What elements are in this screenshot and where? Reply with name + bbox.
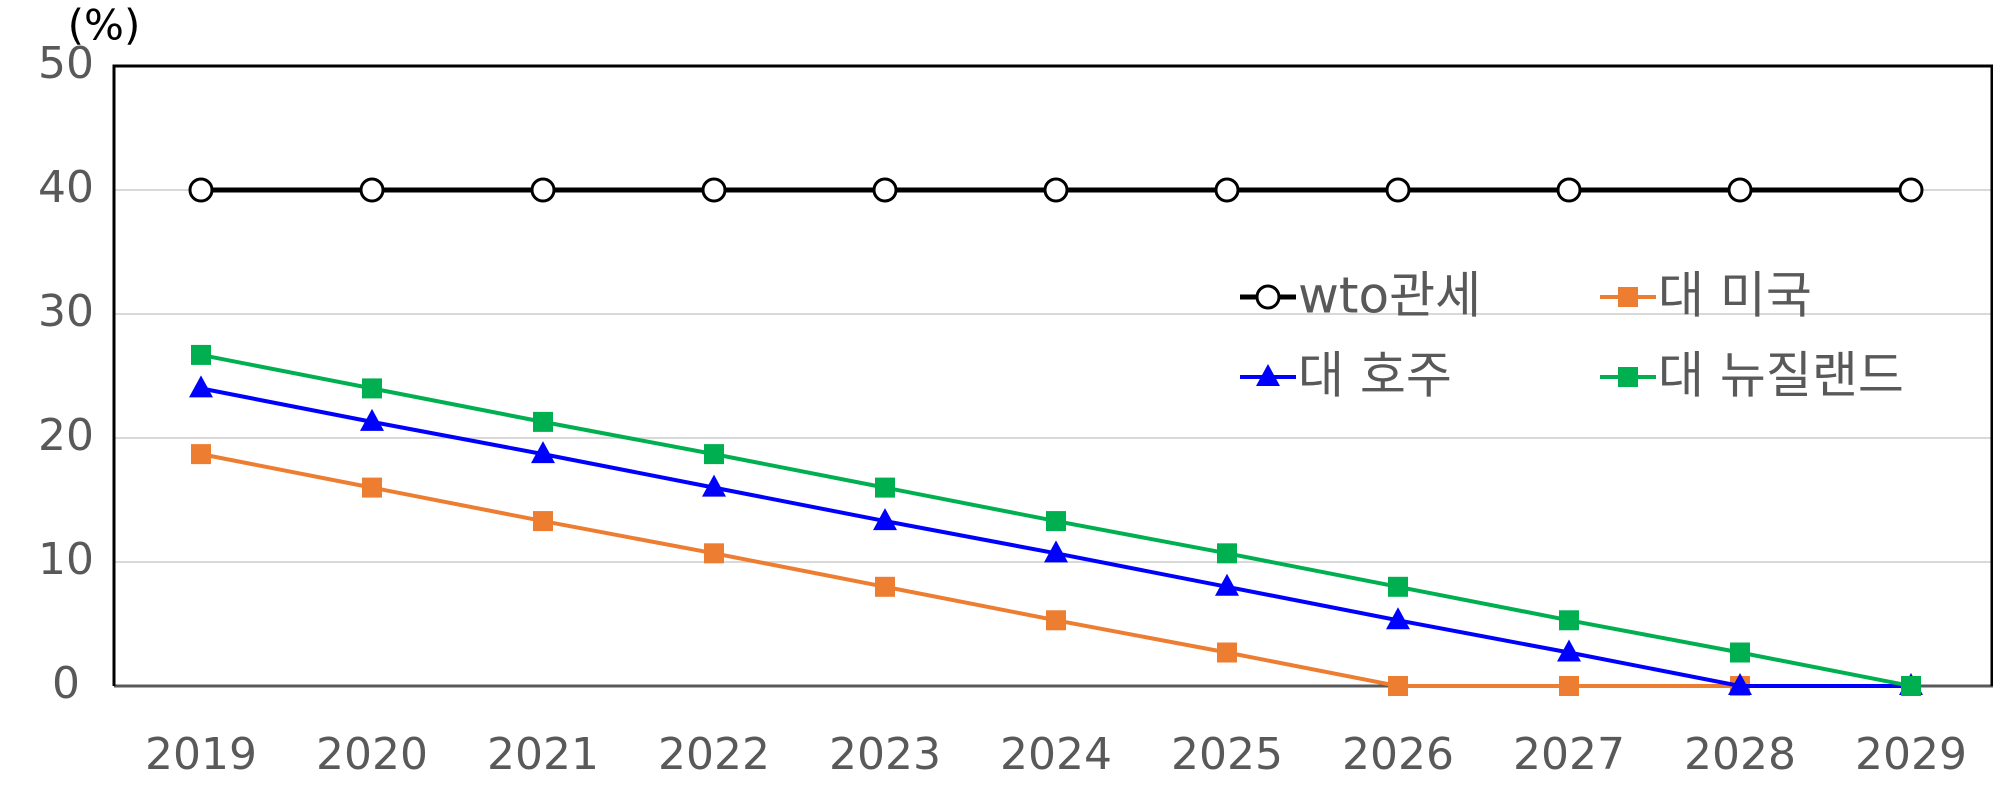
marker xyxy=(701,177,727,203)
plot-border xyxy=(112,64,1993,686)
x-tick-label: 2028 xyxy=(1684,729,1796,780)
legend-marker xyxy=(1255,284,1281,310)
marker xyxy=(875,477,895,498)
y-tick-label: 20 xyxy=(38,410,94,461)
y-tick-label: 50 xyxy=(38,38,94,89)
series-line xyxy=(200,452,1911,688)
marker xyxy=(1385,177,1411,203)
marker xyxy=(1388,576,1408,597)
marker xyxy=(1215,573,1239,596)
marker xyxy=(1046,610,1066,631)
marker xyxy=(1217,642,1237,663)
marker xyxy=(1559,676,1579,696)
marker xyxy=(530,177,556,203)
marker xyxy=(1898,177,1924,203)
marker xyxy=(191,444,211,465)
marker xyxy=(533,411,553,432)
y-axis-label: (%) xyxy=(68,1,141,50)
marker xyxy=(1559,610,1579,631)
marker xyxy=(1386,607,1410,630)
y-tick-label: 0 xyxy=(52,658,80,709)
legend-label: 대 뉴질랜드 xyxy=(1658,347,1904,405)
marker xyxy=(362,378,382,399)
marker xyxy=(1727,177,1753,203)
marker xyxy=(531,441,555,464)
marker xyxy=(188,177,214,203)
y-tick-label: 10 xyxy=(38,534,94,585)
marker xyxy=(1388,676,1408,696)
marker xyxy=(1728,673,1752,695)
marker xyxy=(362,477,382,498)
marker xyxy=(872,177,898,203)
marker xyxy=(533,511,553,532)
marker xyxy=(1044,540,1068,563)
marker xyxy=(1214,177,1240,203)
marker xyxy=(189,375,213,398)
legend-marker xyxy=(1618,287,1638,307)
marker xyxy=(360,408,384,431)
series-line xyxy=(200,386,1911,688)
legend-label: 대 호주 xyxy=(1298,347,1452,405)
marker xyxy=(1556,177,1582,203)
marker xyxy=(702,474,726,497)
x-tick-label: 2026 xyxy=(1342,729,1454,780)
x-tick-label: 2029 xyxy=(1855,729,1967,780)
marker xyxy=(704,543,724,564)
marker xyxy=(875,576,895,597)
x-tick-label: 2019 xyxy=(145,729,257,780)
x-tick-label: 2027 xyxy=(1513,729,1625,780)
x-tick-label: 2025 xyxy=(1171,729,1283,780)
legend-marker xyxy=(1618,367,1638,387)
x-tick-label: 2022 xyxy=(658,729,770,780)
y-tick-label: 30 xyxy=(38,286,94,337)
y-tick-label: 40 xyxy=(38,162,94,213)
x-tick-label: 2020 xyxy=(316,729,428,780)
marker xyxy=(704,444,724,465)
marker xyxy=(1901,676,1921,696)
x-tick-label: 2024 xyxy=(1000,729,1112,780)
marker xyxy=(873,508,897,531)
legend-label: 대 미국 xyxy=(1658,267,1812,325)
x-tick-label: 2023 xyxy=(829,729,941,780)
x-tick-label: 2021 xyxy=(487,729,599,780)
marker xyxy=(1046,511,1066,532)
legend-marker xyxy=(1256,364,1280,386)
marker xyxy=(1043,177,1069,203)
legend-label: wto관세 xyxy=(1298,267,1481,325)
marker xyxy=(191,344,211,365)
marker xyxy=(1730,642,1750,663)
marker xyxy=(1217,543,1237,564)
marker xyxy=(1557,639,1581,662)
marker xyxy=(359,177,385,203)
